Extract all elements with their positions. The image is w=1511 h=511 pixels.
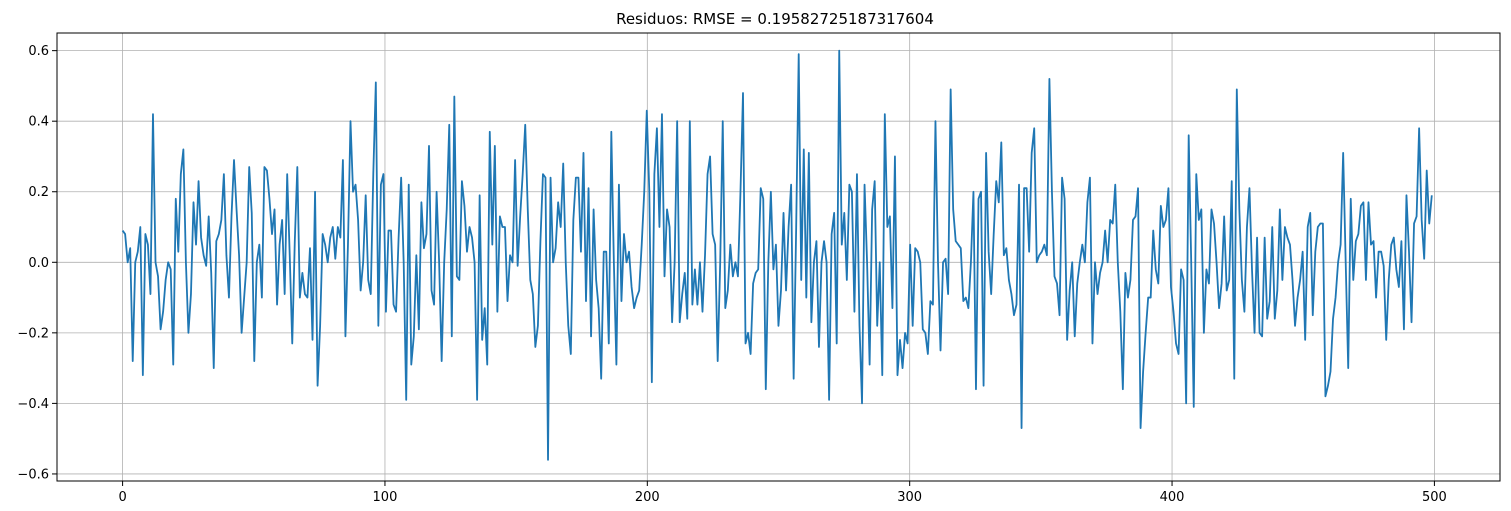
- x-axis: 0 100 200 300 400 500: [118, 481, 1447, 505]
- chart-title: Residuos: RMSE = 0.19582725187317604: [616, 10, 934, 28]
- y-tick-label: 0.2: [28, 185, 49, 200]
- y-tick-label: −0.6: [17, 467, 49, 482]
- x-tick-label: 300: [897, 490, 922, 505]
- y-tick-label: 0.0: [28, 256, 49, 271]
- y-tick-label: −0.2: [17, 326, 49, 341]
- plot-frame: [56, 32, 1501, 482]
- x-tick-label: 100: [373, 490, 398, 505]
- residuals-series-line: [121, 49, 1433, 461]
- y-tick-label: 0.4: [28, 115, 49, 130]
- y-tick-label: 0.6: [28, 44, 49, 59]
- x-tick-label: 400: [1160, 490, 1185, 505]
- y-axis: −0.6 −0.4 −0.2 0.0 0.2 0.4 0.6: [17, 44, 57, 482]
- x-tick-label: 500: [1422, 490, 1447, 505]
- x-tick-label: 0: [118, 490, 126, 505]
- y-tick-label: −0.4: [17, 397, 49, 412]
- x-tick-label: 200: [635, 490, 660, 505]
